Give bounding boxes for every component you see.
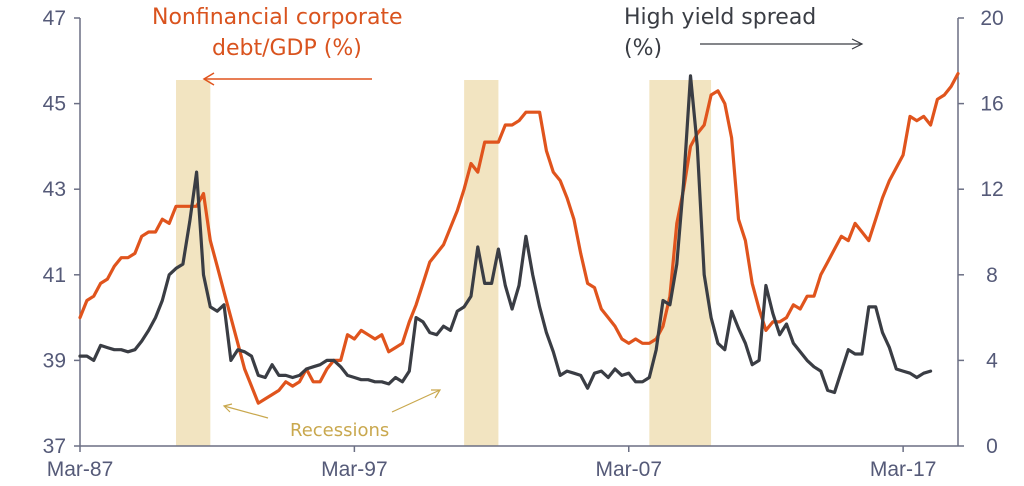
left-tick-label: 37 [43, 435, 66, 458]
debt-annotation-line1: Nonfinancial corporate [152, 5, 403, 30]
recession-arrow-left-icon [222, 403, 269, 419]
recession-band-1 [176, 80, 211, 446]
right-tick-label: 0 [986, 435, 998, 458]
axes [79, 18, 959, 447]
high-yield-spread-line [78, 74, 933, 395]
x-tick-label: Mar-97 [321, 458, 388, 481]
annotations: Nonfinancial corporate debt/GDP (%) High… [152, 5, 864, 441]
recessions-annotation: Recessions [290, 420, 389, 441]
recession-bands [176, 80, 712, 446]
x-tick-label: Mar-17 [870, 458, 937, 481]
left-tick-label: 41 [43, 264, 66, 287]
left-tick-label: 43 [43, 178, 66, 201]
right-tick-label: 8 [986, 264, 998, 287]
left-tick-label: 39 [43, 349, 66, 372]
right-tick-label: 12 [980, 178, 1003, 201]
left-tick-label: 47 [43, 7, 66, 30]
spread-annotation-line1: High yield spread [624, 5, 816, 30]
right-tick-label: 4 [986, 349, 998, 372]
right-tick-label: 16 [980, 93, 1003, 116]
spread-annotation-line2: (%) [624, 36, 662, 61]
series-lines [78, 72, 960, 405]
right-tick-label: 20 [980, 7, 1003, 30]
debt-annotation-line2: debt/GDP (%) [212, 36, 362, 61]
left-tick-label: 45 [43, 93, 66, 116]
left-arrow-icon [202, 72, 372, 86]
left-y-ticks: 37 39 41 43 45 47 [43, 7, 80, 458]
right-y-ticks: 0 4 8 12 16 20 [958, 7, 1004, 458]
debt-gdp-line [78, 72, 960, 405]
x-tick-label: Mar-87 [47, 458, 114, 481]
recession-arrow-right-icon [391, 389, 442, 413]
x-ticks: Mar-87 Mar-97 Mar-07 Mar-17 [47, 446, 937, 481]
x-tick-label: Mar-07 [595, 458, 662, 481]
right-arrow-icon [700, 38, 864, 50]
recession-band-3 [649, 80, 712, 446]
